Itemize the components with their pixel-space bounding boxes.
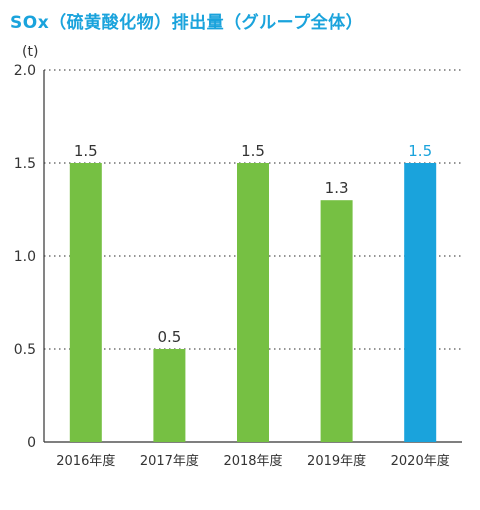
x-tick-label: 2017年度 (140, 453, 199, 469)
data-label: 1.3 (325, 179, 349, 197)
data-label: 1.5 (74, 142, 98, 160)
x-tick-label: 2019年度 (307, 453, 366, 469)
x-tick-label: 2016年度 (56, 453, 115, 469)
y-tick-label: 0 (27, 435, 36, 451)
y-tick-label: 0.5 (14, 342, 36, 358)
bar-0 (69, 163, 102, 442)
y-tick-label: 2.0 (14, 63, 36, 79)
data-label: 1.5 (241, 142, 265, 160)
bar-2 (237, 163, 269, 442)
y-axis-unit-label: (t) (22, 44, 39, 60)
bar-3 (320, 200, 353, 442)
data-label: 0.5 (157, 328, 181, 346)
bar-4 (404, 163, 437, 442)
x-tick-label: 2018年度 (223, 453, 282, 469)
data-label: 1.5 (408, 142, 432, 160)
y-tick-label: 1.0 (14, 249, 36, 265)
chart-title: SOx（硫黄酸化物）排出量（グループ全体） (10, 13, 364, 33)
y-tick-label: 1.5 (14, 156, 36, 172)
bar-1 (153, 349, 186, 442)
x-tick-label: 2020年度 (391, 453, 450, 469)
